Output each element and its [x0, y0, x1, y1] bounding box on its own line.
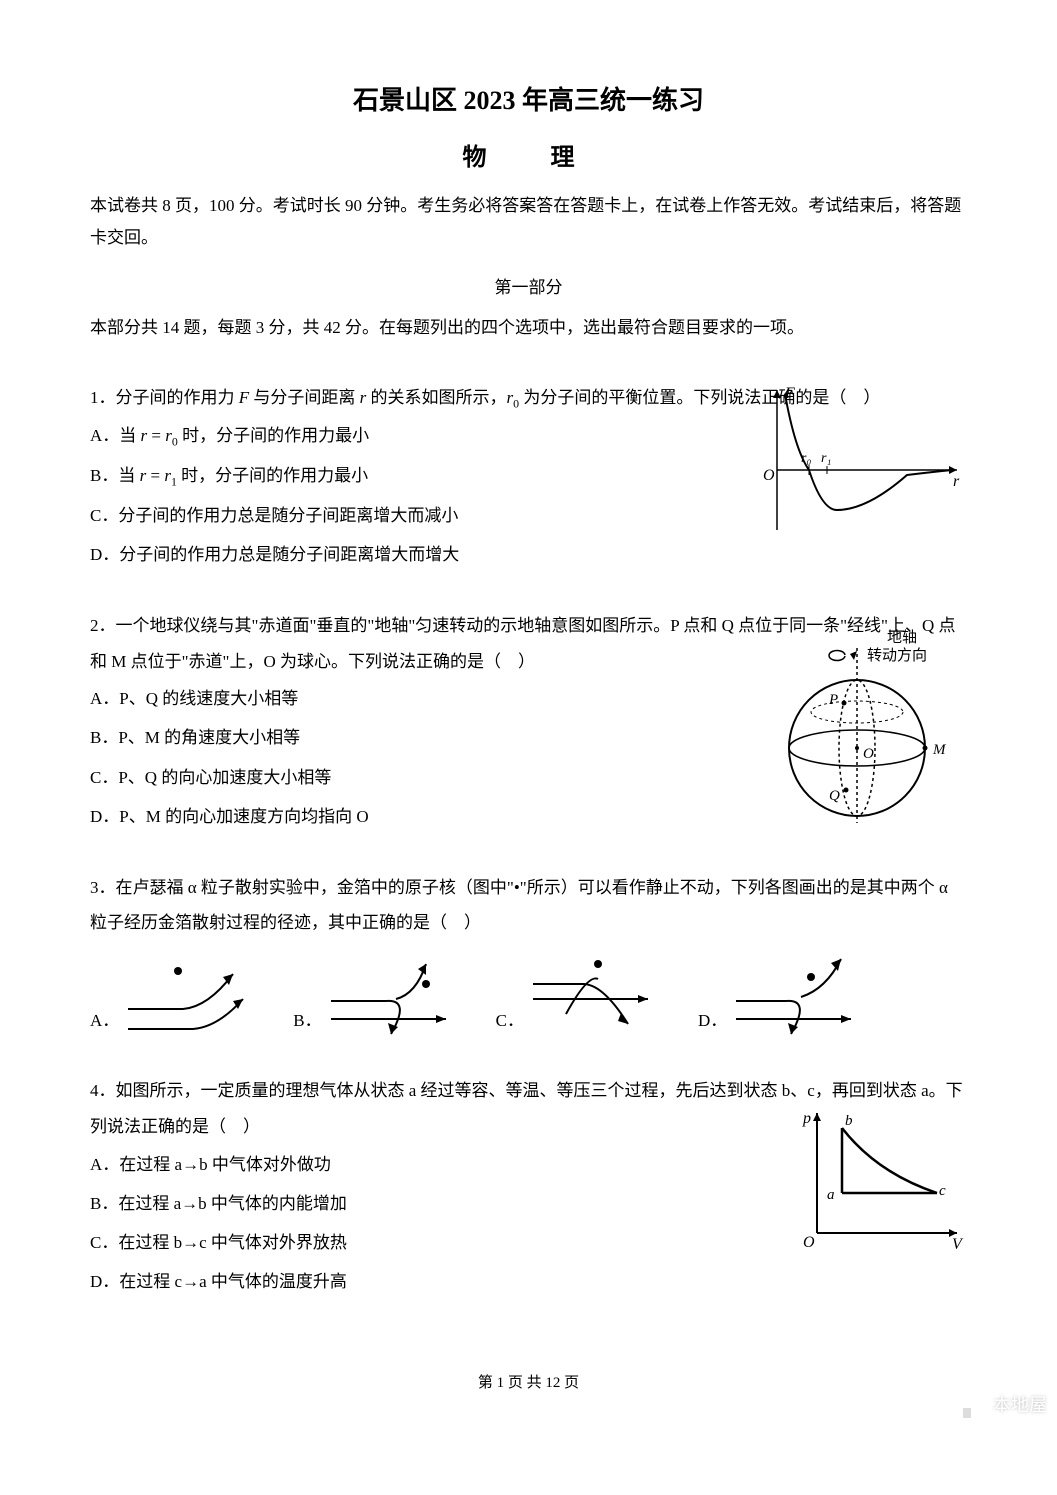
question-4: p O V a b c 4．如图所示，一定质量的理想气体从状态 a 经过等容、等… — [90, 1073, 967, 1301]
question-1: F O r r₀ r₁ 1．分子间的作用力 F 与分子间距离 r 的关系如图所示… — [90, 380, 967, 574]
axis-label-r: r — [953, 473, 960, 490]
exam-intro: 本试卷共 8 页，100 分。考试时长 90 分钟。考生务必将答案答在答题卡上，… — [90, 190, 967, 255]
rotation-text: 转动方向 — [867, 647, 927, 664]
page-footer: 第 1 页 共 12 页 — [90, 1371, 967, 1392]
q3-stem: 3．在卢瑟福 α 粒子散射实验中，金箔中的原子核（图中"•"所示）可以看作静止不… — [90, 870, 967, 941]
q4-opt-d: D．在过程 c→a 中气体的温度升高 — [90, 1262, 967, 1301]
label-Q: Q — [829, 788, 840, 804]
q3-fig-d — [731, 949, 861, 1039]
r1-label: r₁ — [821, 451, 831, 466]
label-P: P — [828, 692, 838, 708]
q3-opt-a: A． — [90, 949, 253, 1039]
q3-opt-c: C． — [496, 949, 658, 1039]
section-title: 第一部分 — [90, 273, 967, 298]
q3-options: A． B． C． — [90, 949, 967, 1039]
label-a: a — [827, 1187, 835, 1203]
q2-figure: 地轴 转动方向 O P Q M — [777, 628, 967, 841]
section-intro: 本部分共 14 题，每题 3 分，共 42 分。在每题列出的四个选项中，选出最符… — [90, 312, 967, 344]
q3-fig-b — [326, 949, 456, 1039]
label-M: M — [932, 742, 947, 758]
question-3: 3．在卢瑟福 α 粒子散射实验中，金箔中的原子核（图中"•"所示）可以看作静止不… — [90, 870, 967, 1039]
label-c: c — [939, 1183, 946, 1199]
q1-figure: F O r r₀ r₁ — [757, 380, 967, 553]
r0-label: r₀ — [801, 451, 811, 466]
question-2: 地轴 转动方向 O P Q M 2．一个地球仪绕与其"赤道面"垂直的"地轴"匀速… — [90, 608, 967, 836]
label-b: b — [845, 1113, 853, 1129]
house-icon — [949, 1386, 985, 1422]
q4-figure: p O V a b c — [797, 1103, 967, 1266]
q3-opt-d: D． — [698, 949, 861, 1039]
q3-fig-c — [528, 949, 658, 1039]
watermark: 本地屋 — [949, 1386, 1047, 1422]
axis-V: V — [952, 1236, 964, 1253]
axis-origin-label: O — [763, 467, 775, 484]
axis-text: 地轴 — [887, 629, 917, 646]
label-O: O — [863, 746, 874, 762]
axis-p: p — [802, 1110, 811, 1127]
subject-title: 物 理 — [90, 137, 967, 172]
watermark-text: 本地屋 — [993, 1391, 1047, 1417]
q3-fig-a — [123, 949, 253, 1039]
q3-opt-b: B． — [293, 949, 455, 1039]
main-title: 石景山区 2023 年高三统一练习 — [90, 80, 967, 117]
axis-O: O — [803, 1234, 815, 1251]
